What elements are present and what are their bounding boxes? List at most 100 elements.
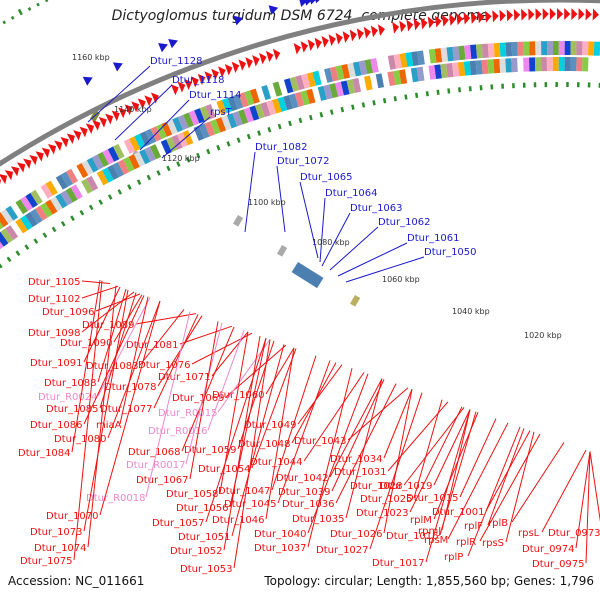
category-segment [541, 41, 548, 56]
inner-tick [196, 152, 201, 159]
reverse-cds-arrow [413, 18, 421, 31]
reverse-cds-arrow [356, 28, 364, 40]
forward-cds-arrow [268, 5, 279, 15]
gene-label-dtur-1015: Dtur_1015 [406, 493, 459, 504]
category-segment [317, 85, 327, 101]
gene-label-rplf: rplF [464, 521, 483, 532]
category-segment [375, 73, 385, 89]
reverse-leader-line [347, 387, 409, 441]
reverse-leader-line [403, 407, 465, 486]
reverse-cds-arrow [377, 24, 386, 36]
reverse-leader-line [459, 418, 497, 498]
reverse-cds-arrow [259, 52, 267, 65]
reverse-cds-arrow [23, 158, 32, 169]
category-segment [364, 75, 373, 91]
category-segment [570, 57, 577, 72]
category-segment [399, 53, 408, 68]
gene-label-dtur-1064: Dtur_1064 [325, 188, 378, 199]
reverse-leader-line [277, 360, 331, 504]
reverse-cds-arrow [485, 10, 492, 23]
category-segment [139, 149, 151, 165]
gene-label-dtur-1037: Dtur_1037 [254, 543, 307, 554]
category-segment [535, 41, 542, 56]
gene-label-dtur-1085: Dtur_1085 [46, 404, 99, 415]
forward-gene-labels: Dtur_1128 Dtur_1118 Dtur_1114 rpsT Dtur_1082… [87, 56, 477, 283]
category-segment [416, 66, 425, 82]
forward-cds-arrow [112, 62, 123, 72]
forward-leader-line [337, 242, 408, 277]
reverse-leader-line [331, 379, 385, 492]
category-segment [25, 192, 38, 208]
inner-tick [146, 174, 152, 181]
category-segment [204, 121, 216, 137]
reverse-cds-arrow [272, 48, 281, 61]
gene-label-rpsm: rpsM [424, 535, 448, 546]
reverse-cds-arrow [238, 59, 247, 71]
category-segment [458, 45, 466, 61]
reverse-leader-line [383, 389, 413, 534]
scale-tick [44, 0, 49, 3]
reverse-leader-line [271, 355, 317, 491]
gene-label-dtur-1001: Dtur_1001 [432, 507, 485, 518]
gene-label-dtur-1074: Dtur_1074 [34, 543, 87, 554]
reverse-cds-arrow [105, 113, 114, 125]
reverse-cds-arrow [392, 21, 400, 34]
forward-cds-arrow [158, 42, 168, 53]
category-segment [193, 125, 205, 141]
category-segment [166, 136, 178, 153]
gene-label-dtur-1102: Dtur_1102 [28, 294, 81, 305]
reverse-cds-arrow [144, 95, 153, 107]
category-segment [81, 178, 94, 194]
gene-label-dtur-1031: Dtur_1031 [334, 467, 387, 478]
category-segment [505, 42, 513, 57]
reverse-leader-line [205, 337, 267, 523]
inner-tick [351, 104, 355, 110]
category-segment [50, 196, 63, 212]
gene-label-dtur-1051: Dtur_1051 [178, 532, 231, 543]
forward-leader-line [87, 65, 151, 123]
category-segment [446, 46, 454, 62]
gene-label-dtur-1072: Dtur_1072 [277, 156, 330, 167]
category-segment [107, 146, 120, 162]
reverse-cds-arrow [265, 50, 274, 63]
category-segment [405, 52, 414, 67]
reverse-cds-arrow [427, 16, 435, 29]
category-segment [40, 183, 53, 199]
category-segment [564, 57, 571, 72]
forward-leader-line [299, 181, 319, 259]
reverse-leader-line [119, 296, 149, 425]
reverse-leader-line [81, 285, 119, 299]
category-segment [410, 67, 419, 83]
category-segment [564, 41, 571, 56]
scale-label-1140-kbp: 1140 kbp [114, 105, 152, 114]
gene-label-dtur-1083: Dtur_1083 [86, 361, 139, 372]
forward-leader-line [321, 212, 351, 267]
reverse-cds-arrow [370, 25, 378, 38]
reverse-cds-arrow [293, 42, 302, 55]
category-segment [60, 171, 73, 187]
category-segment [177, 114, 189, 130]
reverse-cds-arrow [204, 71, 213, 83]
reverse-leader-line [145, 311, 191, 498]
category-segment [306, 72, 317, 88]
category-segment [5, 225, 19, 240]
category-segment [227, 95, 238, 112]
reverse-cds-arrow [224, 63, 233, 76]
reverse-leader-line [265, 347, 295, 520]
category-segment [487, 43, 495, 58]
reverse-leader-line [83, 295, 145, 425]
gene-label-dtur-r0017: Dtur_R0017 [126, 460, 185, 471]
gene-label-dtur-1090: Dtur_1090 [60, 338, 113, 349]
inner-tick [6, 256, 12, 263]
topology-info: Topology: circular; Length: 1,855,560 bp… [264, 574, 594, 588]
forward-leader-line [276, 165, 286, 233]
reverse-cds-arrow [4, 170, 14, 181]
forward-cds-arrow [315, 0, 320, 4]
scale-tick [36, 2, 40, 7]
reverse-cds-arrow [328, 34, 336, 46]
gene-label-dtur-1048: Dtur_1048 [238, 439, 291, 450]
reverse-cds-arrow [571, 8, 578, 21]
category-segment [335, 81, 344, 97]
